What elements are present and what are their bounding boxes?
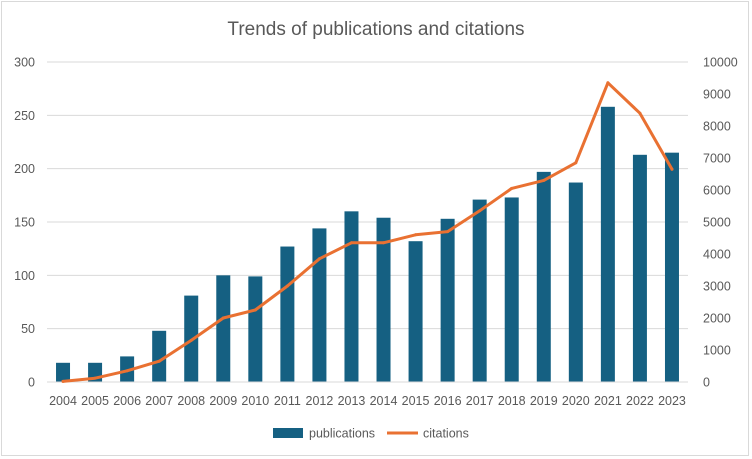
x-tick-label: 2023 <box>658 394 686 408</box>
right-tick-label: 5000 <box>703 216 731 230</box>
point-citations <box>221 316 225 320</box>
left-axis-ticks: 0 50 100 150 200 250 300 <box>14 56 35 390</box>
publications-bars <box>56 106 679 383</box>
citations-series <box>61 81 674 383</box>
bar-publications <box>376 217 391 382</box>
point-citations <box>446 230 450 234</box>
right-axis-ticks: 0 1000 2000 3000 4000 5000 6000 7000 8000 9000 100… <box>703 56 738 390</box>
bar-publications <box>216 275 231 382</box>
left-tick-label: 100 <box>14 269 35 283</box>
point-citations <box>542 178 546 182</box>
bar-publications <box>408 241 423 382</box>
x-tick-label: 2008 <box>177 394 205 408</box>
x-tick-label: 2016 <box>434 394 462 408</box>
bar-publications <box>312 228 327 382</box>
x-tick-label: 2015 <box>402 394 430 408</box>
point-citations <box>606 81 610 85</box>
right-tick-label: 6000 <box>703 184 731 198</box>
point-citations <box>349 241 353 245</box>
point-citations <box>638 111 642 115</box>
legend: publications citations <box>273 427 469 441</box>
x-tick-label: 2014 <box>370 394 398 408</box>
bar-publications <box>568 182 583 382</box>
legend-citations-label: citations <box>423 427 469 441</box>
x-tick-label: 2022 <box>626 394 654 408</box>
point-citations <box>382 241 386 245</box>
point-citations <box>285 284 289 288</box>
right-tick-label: 1000 <box>703 344 731 358</box>
gridlines <box>47 61 688 330</box>
bar-publications <box>440 218 455 382</box>
x-tick-label: 2012 <box>306 394 334 408</box>
x-tick-label: 2010 <box>241 394 269 408</box>
point-citations <box>125 369 129 373</box>
point-citations <box>478 209 482 213</box>
left-tick-label: 300 <box>14 56 35 70</box>
x-tick-label: 2007 <box>145 394 173 408</box>
right-tick-label: 7000 <box>703 152 731 166</box>
point-citations <box>253 308 257 312</box>
legend-publications-swatch <box>273 428 303 438</box>
bar-publications <box>56 362 71 382</box>
right-tick-label: 10000 <box>703 56 738 70</box>
x-tick-label: 2021 <box>594 394 622 408</box>
bar-publications <box>664 152 679 382</box>
bar-publications <box>120 356 135 382</box>
point-citations <box>510 186 514 190</box>
point-citations <box>670 167 674 171</box>
x-tick-label: 2018 <box>498 394 526 408</box>
x-tick-label: 2013 <box>338 394 366 408</box>
legend-publications-label: publications <box>309 427 375 441</box>
left-tick-label: 250 <box>14 109 35 123</box>
bar-publications <box>632 154 647 382</box>
point-citations <box>93 376 97 380</box>
left-tick-label: 50 <box>21 322 35 336</box>
bar-publications <box>248 276 263 382</box>
x-axis-ticks: 2004 2005 2006 2007 2008 2009 2010 2011 2012 2013… <box>49 394 686 408</box>
x-tick-label: 2019 <box>530 394 558 408</box>
x-tick-label: 2017 <box>466 394 494 408</box>
left-tick-label: 200 <box>14 162 35 176</box>
line-citations <box>61 81 674 383</box>
x-tick-label: 2020 <box>562 394 590 408</box>
bar-publications <box>600 106 615 383</box>
right-tick-label: 9000 <box>703 88 731 102</box>
bar-publications <box>344 211 359 382</box>
x-tick-label: 2005 <box>81 394 109 408</box>
bar-publications <box>152 330 167 382</box>
bar-publications <box>536 171 551 382</box>
x-tick-label: 2009 <box>209 394 237 408</box>
right-tick-label: 3000 <box>703 280 731 294</box>
left-tick-label: 0 <box>28 376 35 390</box>
point-citations <box>61 379 65 383</box>
point-citations <box>317 257 321 261</box>
left-tick-label: 150 <box>14 216 35 230</box>
point-citations <box>157 359 161 363</box>
bar-publications <box>472 199 487 382</box>
right-tick-label: 0 <box>703 376 710 390</box>
point-citations <box>189 338 193 342</box>
bar-publications <box>504 197 519 382</box>
chart-title: Trends of publications and citations <box>227 19 524 40</box>
bar-publications <box>280 246 295 382</box>
point-citations <box>414 233 418 237</box>
point-citations <box>574 161 578 165</box>
right-tick-label: 2000 <box>703 312 731 326</box>
x-tick-label: 2006 <box>113 394 141 408</box>
x-tick-label: 2011 <box>274 394 301 408</box>
x-tick-label: 2004 <box>49 394 77 408</box>
right-tick-label: 8000 <box>703 120 731 134</box>
right-tick-label: 4000 <box>703 248 731 262</box>
